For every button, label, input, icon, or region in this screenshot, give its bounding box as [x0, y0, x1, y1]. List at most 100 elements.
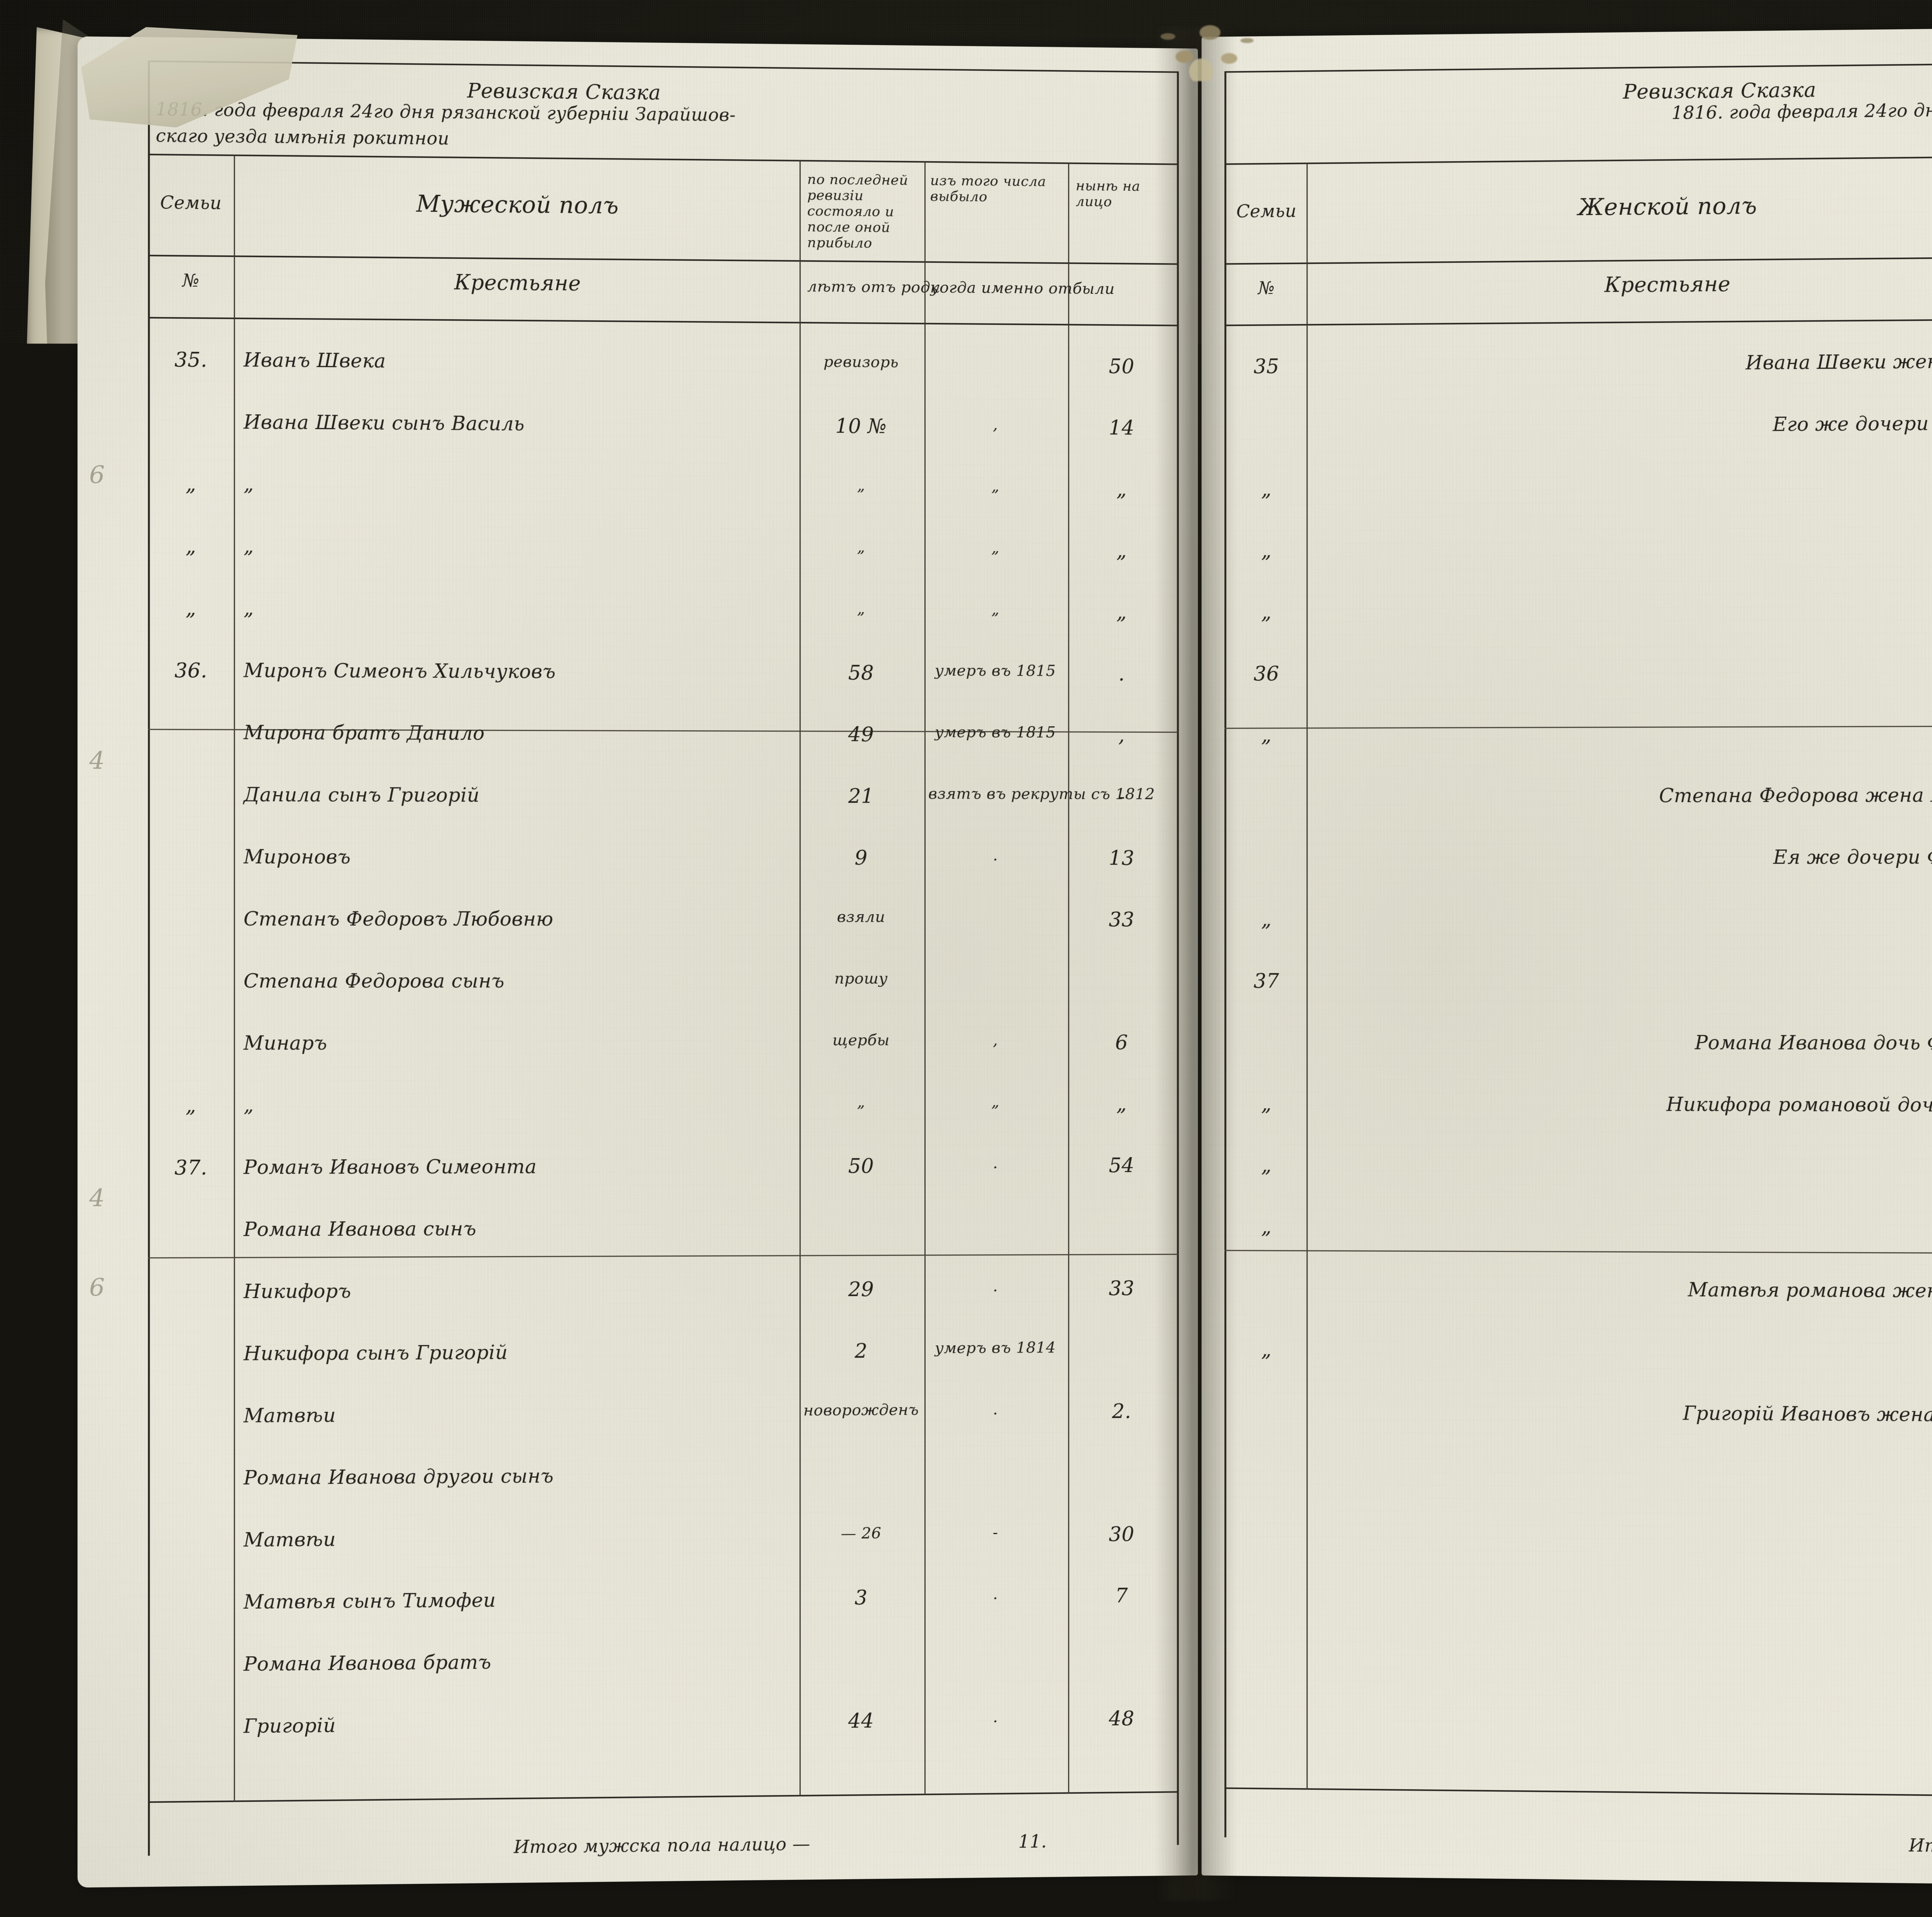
row-when-departed: умеръ въ 1815	[928, 662, 1062, 680]
right-heading-line-2: скаго уезда имѣнія рокитнои —	[1232, 124, 1932, 153]
row-family-number: „	[152, 597, 230, 620]
row-when-departed: „	[928, 477, 1062, 495]
row-peasant-name: „	[243, 535, 786, 560]
row-peasant-name: „	[243, 1093, 786, 1116]
r-row-peasant-name: „	[1316, 1154, 1932, 1178]
r-row-peasant-name: „ Ксенія	[1316, 536, 1932, 562]
row-when-departed: умеръ въ 1814	[928, 1339, 1062, 1357]
row-previous-age	[803, 1216, 918, 1217]
row-previous-age: 58	[803, 661, 918, 685]
col-sep-family	[234, 155, 235, 1802]
row-previous-age: 21	[803, 785, 918, 808]
open-book: Ревизская Сказка 1816. года февраля 24го…	[23, 4, 1932, 1912]
r-table-bottom-rule	[1225, 1788, 1932, 1800]
r-frame-line-top	[1225, 60, 1932, 73]
r-row-peasant-name: Матвѣя романова жена Марія	[1316, 1277, 1932, 1302]
row-peasant-name: Минаръ	[243, 1032, 786, 1054]
table-bottom-rule	[148, 1791, 1178, 1803]
row-previous-age: прошу	[803, 970, 918, 987]
row-peasant-name: Степана Федорова сынъ	[243, 970, 786, 992]
row-peasant-name: Мироновъ	[243, 846, 786, 869]
row-peasant-name: Миронъ Симеонъ Хильчуковъ	[243, 659, 786, 683]
row-previous-age: 9	[803, 846, 918, 870]
table-row	[1202, 25, 1932, 37]
r-row-peasant-name: „	[1316, 660, 1932, 685]
r-row-peasant-name: Романа Иванова дочь Феодосія	[1316, 1031, 1932, 1054]
row-previous-age: „	[803, 476, 918, 495]
margin-tick-2: 4	[89, 746, 105, 775]
left-page: Ревизская Сказка 1816. года февраля 24го…	[78, 36, 1198, 1888]
r-row-family-number: „	[1228, 478, 1305, 501]
row-previous-age: „	[803, 1093, 918, 1111]
r-col-sep-family	[1306, 163, 1308, 1790]
row-peasant-name: Степанъ Федоровъ Любовню	[243, 908, 786, 930]
table-row	[1202, 25, 1932, 37]
row-when-departed: .	[928, 1585, 1062, 1603]
margin-tick-4: 6	[89, 1273, 105, 1302]
right-total-label: Итого женска пола налицо —	[1716, 1833, 1932, 1859]
row-when-departed: .	[928, 846, 1062, 864]
row-when-departed: умеръ въ 1815	[928, 723, 1062, 741]
table-row	[1202, 25, 1932, 37]
frame-line-top	[148, 60, 1178, 73]
row-previous-age: 3	[803, 1586, 918, 1610]
row-when-departed: „	[928, 600, 1062, 618]
book-gutter-shadow	[1155, 27, 1236, 1901]
r-row-peasant-name: Ивана Швеки жена Марfа	[1316, 350, 1932, 377]
photograph-of-ledger-spread: Ревизская Сказка 1816. года февраля 24го…	[0, 0, 1932, 1917]
row-previous-age: взяли	[803, 908, 918, 926]
r-row-peasant-name: Его же дочери Татіана	[1316, 411, 1932, 438]
row-family-number: „	[152, 535, 230, 558]
row-peasant-name: Романъ Ивановъ Симеонта	[243, 1155, 786, 1178]
row-family-number: 36.	[152, 659, 230, 682]
subcol-header-age: лѣтъ отъ роду	[807, 277, 918, 296]
row-when-departed: взятъ въ рекруты съ 1812	[928, 785, 1062, 803]
table-row	[1202, 25, 1932, 37]
row-previous-age: 2	[803, 1339, 918, 1363]
row-when-departed	[928, 1462, 1062, 1463]
row-peasant-name: Матвѣя сынъ Тимофеи	[243, 1587, 786, 1613]
col-sep-present	[1068, 162, 1069, 1794]
subcol-header-when-departed: когда именно отбыли	[930, 279, 1062, 297]
r-family-block-rule-36	[1225, 1250, 1932, 1254]
row-when-departed: .	[928, 1154, 1062, 1173]
row-peasant-name: Мирона братъ Данило	[243, 721, 786, 745]
r-row-family-number: 37	[1228, 970, 1305, 993]
row-previous-age: „	[803, 538, 918, 556]
row-when-departed: „	[928, 1093, 1062, 1110]
left-heading-line-2: скаго уезда имѣнія рокитнои	[156, 126, 1175, 156]
row-previous-age: 50	[803, 1154, 918, 1178]
row-previous-age: 44	[803, 1709, 918, 1733]
r-row-peasant-name: Ея же дочери Феодосія	[1316, 846, 1932, 869]
row-when-departed	[928, 353, 1062, 355]
row-peasant-name: Матвѣи	[243, 1525, 786, 1552]
row-when-departed: -	[928, 1523, 1062, 1542]
r-row-family-number: „	[1228, 601, 1305, 624]
row-family-number	[152, 1715, 230, 1716]
table-row	[1202, 25, 1932, 37]
row-previous-age: „	[803, 600, 918, 618]
right-page: Ревизская Сказка 1816. года февраля 24го…	[1202, 25, 1932, 1888]
left-total-label: Итого мужска пола налицо —	[514, 1831, 1015, 1857]
left-heading-line-1: 1816. года февраля 24го дня рязанской гу…	[156, 99, 1175, 129]
table-row	[1202, 25, 1932, 37]
row-peasant-name: Никифора сынъ Григорій	[243, 1340, 786, 1365]
r-row-peasant-name: Никифора романовой дочь Ксенія	[1316, 1093, 1932, 1116]
r-row-family-number: „	[1228, 1215, 1305, 1239]
row-family-number: „	[152, 472, 230, 496]
r-row-family-number: „	[1228, 539, 1305, 563]
row-peasant-name: Романа Иванова другои сынъ	[243, 1463, 786, 1489]
row-when-departed: ,	[928, 415, 1062, 434]
table-row	[1202, 25, 1932, 37]
row-when-departed: .	[928, 1277, 1062, 1295]
row-peasant-name: Никифоръ	[243, 1278, 786, 1303]
row-family-number	[152, 1653, 230, 1654]
row-family-number: 35.	[152, 348, 230, 372]
r-subcol-header-number: №	[1228, 278, 1305, 298]
row-when-departed: ,	[928, 1031, 1062, 1049]
r-column-header-rule	[1225, 255, 1932, 265]
row-when-departed: .	[928, 1400, 1062, 1419]
margin-tick-1: 6	[89, 461, 105, 489]
row-previous-age: щербы	[803, 1031, 918, 1049]
col-header-departed: изъ того числа выбыло	[930, 173, 1062, 206]
